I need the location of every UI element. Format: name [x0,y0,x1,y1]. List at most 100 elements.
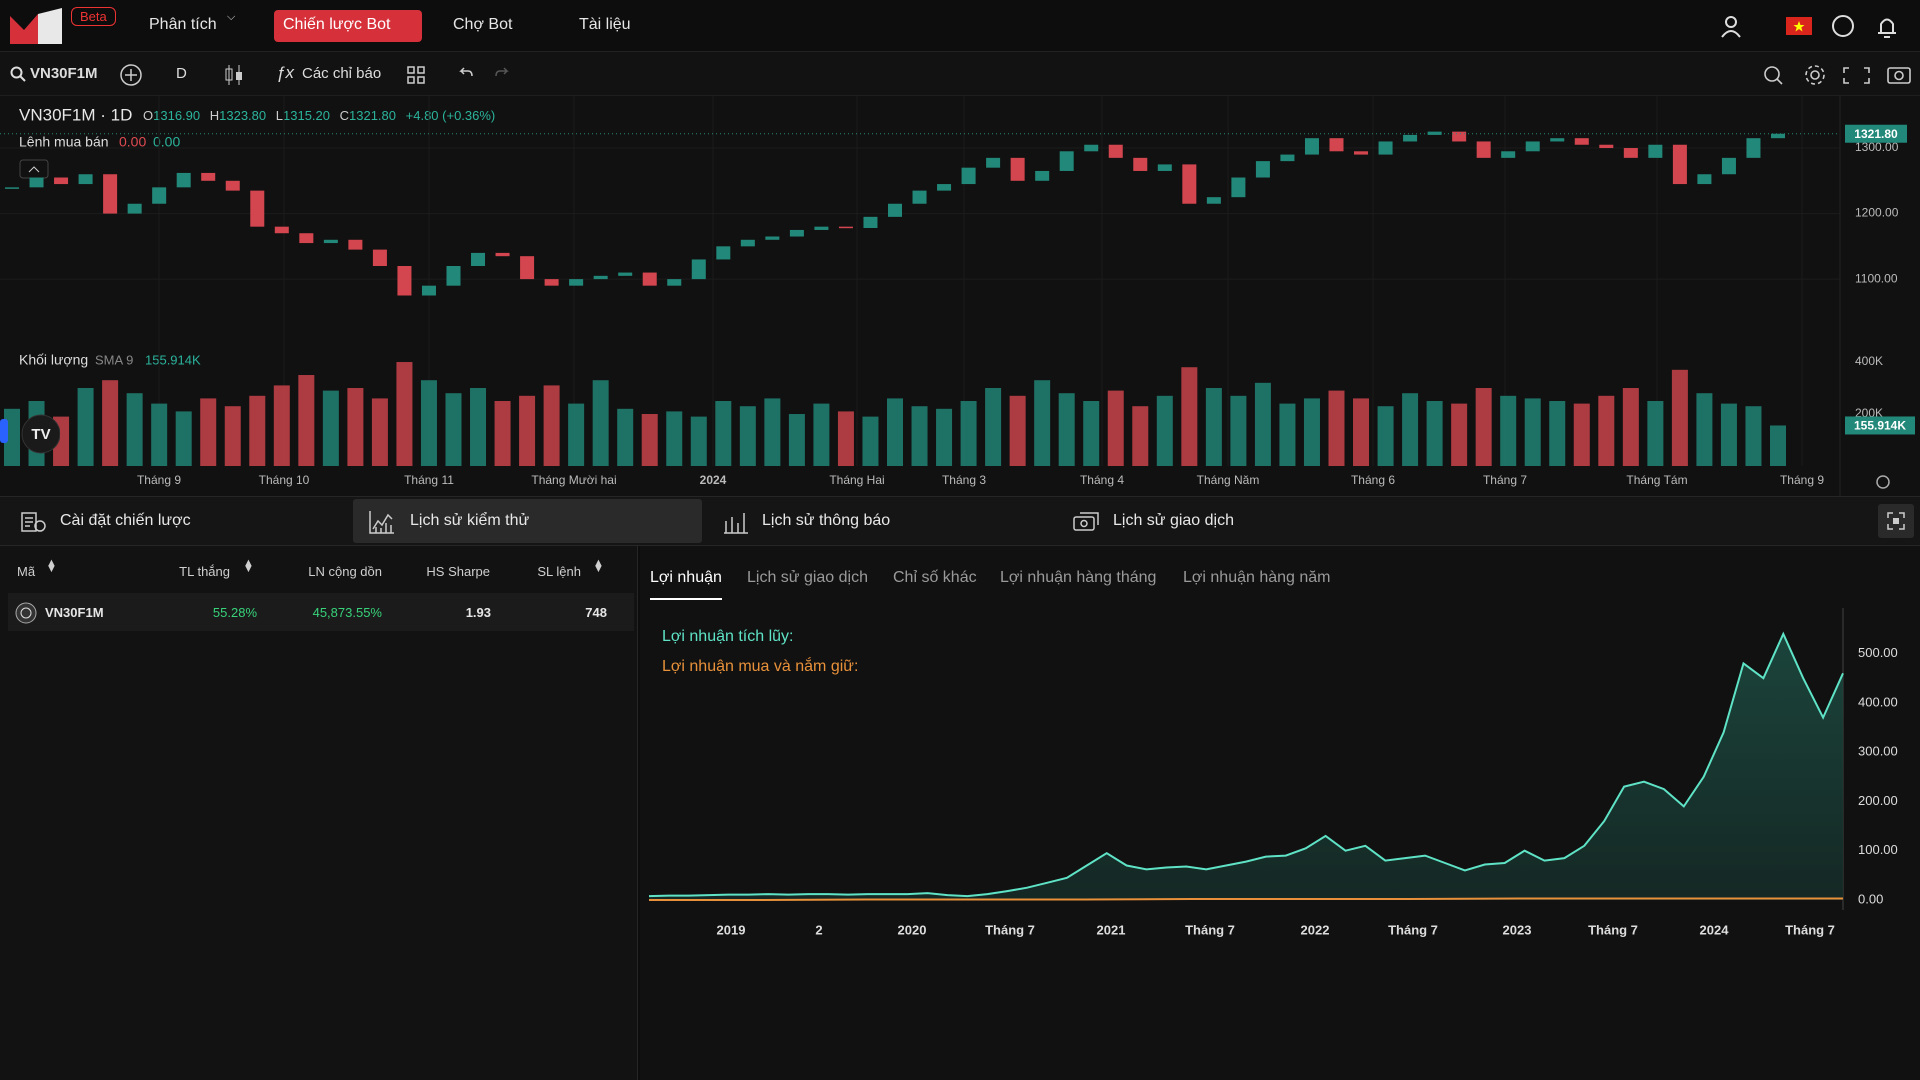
undo-redo[interactable] [456,66,520,84]
volume-bar [788,414,805,466]
candle [103,174,118,214]
volume-bar [543,385,560,466]
column-header[interactable]: HS Sharpe [426,564,490,579]
candle [152,187,167,204]
nav-market[interactable]: Chợ Bot [453,16,513,33]
volume-bar [1549,401,1566,466]
subtab[interactable]: Lợi nhuận hàng năm [1183,569,1331,586]
volume-bar [200,398,217,466]
search-icon[interactable] [10,66,26,82]
interval[interactable]: D [176,65,187,82]
add-icon[interactable] [119,63,143,87]
y-tick-label: 400.00 [1858,694,1898,709]
subtab[interactable]: Lịch sử giao dịch [747,569,868,586]
volume-bar [1770,425,1786,466]
candle [1599,144,1614,149]
tab[interactable]: Lịch sử giao dịch [1113,512,1234,529]
volume-bar [1328,390,1345,466]
bell-icon[interactable] [1878,18,1896,38]
y-tick-label: 400K [1855,354,1883,368]
help-icon[interactable] [1832,15,1854,37]
volume-bar [102,380,119,466]
candle [1574,138,1589,145]
caret: ⌵ [227,11,236,23]
nav-bot[interactable]: Chiến lược Bot [283,16,391,33]
candle [961,167,976,185]
nav-bot-button[interactable] [274,10,422,42]
nav-docs[interactable]: Tài liệu [579,16,631,33]
sort-icon[interactable]: ▲ ▼ [593,557,604,575]
volume-bar [837,411,854,466]
candle [1280,154,1295,162]
x-tick-label: Tháng Hai [829,473,884,487]
volume-bar [445,393,462,466]
beta-badge: Beta [71,7,116,26]
x-tick-label: 2024 [1700,922,1730,937]
tab[interactable]: Lịch sử thông báo [762,512,891,529]
candle [1476,141,1491,158]
volume-bar [519,395,536,466]
volume-bar [1475,388,1492,466]
candle [1329,138,1344,152]
active-tab-bg [353,499,702,543]
candle [446,266,461,286]
x-tick-label: Tháng 11 [404,473,454,487]
y-tick-label: 0.00 [1858,891,1883,906]
subtab-active[interactable]: Lợi nhuận [650,569,722,586]
candle [1452,131,1467,142]
indicators[interactable]: Các chỉ báo [302,65,382,82]
subtab[interactable]: Chỉ số khác [893,569,977,586]
legend-entry: Lợi nhuận mua và nắm giữ: [662,656,858,675]
candle [912,190,927,204]
subtab[interactable]: Lợi nhuận hàng tháng [1000,569,1157,586]
tab[interactable]: Lịch sử kiểm thử [410,512,530,529]
table-row[interactable] [8,593,634,631]
nav-analysis[interactable]: Phân tích [149,16,217,33]
volume-bar [1156,395,1173,466]
change: +4.80 (+0.36%) [406,108,496,123]
collapse-button[interactable] [19,159,49,179]
subtab-underline [650,598,722,600]
legend-entry: Lợi nhuận tích lũy: [662,628,793,645]
volume-bar [1622,388,1639,466]
indicator-name: Lệnh mua bán [19,134,109,150]
candle [814,226,829,230]
volume-bar [470,388,487,466]
volume-bar [1647,401,1664,466]
candle-type-icon[interactable] [224,64,244,86]
column-header[interactable]: LN cộng dồn [308,564,382,579]
column-header[interactable]: Mã [17,564,36,579]
layout-icon[interactable] [407,66,425,84]
x-tick-label: 2023 [1503,922,1532,937]
sort-icon[interactable]: ▲ ▼ [46,557,57,575]
candle [1304,138,1319,155]
x-tick-label: 2024 [700,473,727,487]
logo[interactable] [8,6,64,46]
candle [201,172,216,181]
settings-icon[interactable] [1876,475,1890,489]
volume-bar [739,406,756,466]
column-header[interactable]: TL thắng [179,564,230,579]
last-volume-label: 155.914K [1854,419,1906,433]
toolbar-right-icons[interactable] [1760,62,1916,88]
volume-bar [1745,406,1762,466]
indicator-value: 0.00 [119,134,146,150]
candle [78,174,93,185]
x-tick-label: Tháng Mười hai [531,473,616,487]
candle [1427,131,1442,135]
user-icon[interactable] [1725,16,1737,28]
sort-icon[interactable]: ▲ ▼ [243,557,254,575]
tab[interactable]: Cài đặt chiến lược [60,512,191,529]
fx-icon[interactable]: ƒx [276,63,294,82]
symbol[interactable]: VN30F1M [30,65,98,82]
volume-bar [1132,406,1149,466]
volume-bar [1377,406,1394,466]
svg-text:TV: TV [31,426,50,443]
candle [54,177,69,185]
y-tick-label: 1300.00 [1855,140,1899,154]
column-header[interactable]: SL lệnh [537,564,581,579]
volume-bar [887,398,903,466]
volume-bar [1573,403,1590,466]
cell: 55.28% [212,605,257,620]
cell: 1.93 [465,605,491,620]
